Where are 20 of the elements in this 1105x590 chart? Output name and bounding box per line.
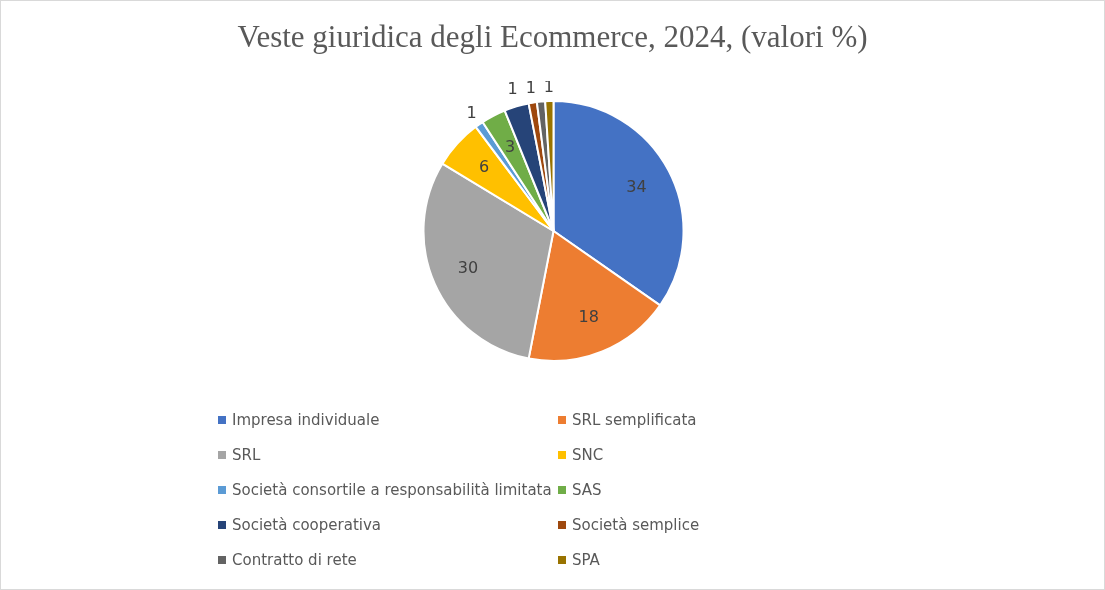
legend-label: SRL semplificata [572, 410, 697, 429]
legend-label: Impresa individuale [232, 410, 380, 429]
legend-label: SAS [572, 480, 602, 499]
data-label: 18 [578, 306, 599, 326]
chart-title: Veste giuridica degli Ecommerce, 2024, (valori %) [236, 19, 869, 55]
data-label: 1 [507, 78, 518, 98]
data-label: 6 [479, 157, 490, 177]
data-label: 1 [466, 102, 477, 122]
legend-label: SPA [572, 550, 600, 569]
legend-label: Società cooperativa [232, 515, 382, 534]
legend-label: Contratto di rete [232, 550, 357, 569]
legend-label: SNC [572, 445, 604, 464]
data-label: 30 [457, 258, 479, 278]
legend-label: Società semplice [572, 515, 700, 534]
data-label: 1 [525, 77, 536, 97]
data-label: 1 [543, 77, 555, 97]
legend-label: SRL [232, 445, 261, 464]
legend-label: Società consortile a responsabilità limitata [232, 480, 552, 499]
data-label: 34 [626, 176, 647, 196]
data-label: 3 [505, 137, 516, 157]
